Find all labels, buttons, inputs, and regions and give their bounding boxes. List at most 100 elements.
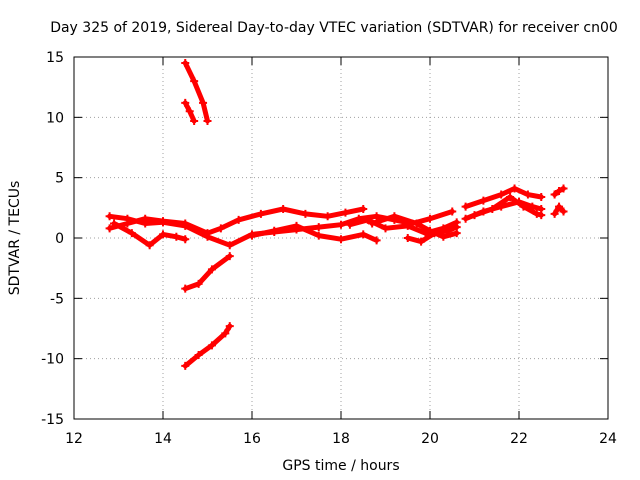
x-tick-label: 24	[599, 431, 617, 447]
data-point	[559, 184, 568, 193]
data-point	[497, 190, 506, 199]
x-tick-label: 18	[332, 431, 350, 447]
data-point	[452, 223, 461, 232]
series-track-g	[403, 223, 461, 246]
data-point	[430, 229, 439, 238]
data-point	[555, 202, 564, 211]
data-point	[203, 229, 212, 238]
y-axis-label: SDTVAR / TECUs	[7, 181, 23, 296]
data-point	[555, 186, 564, 195]
data-point	[523, 190, 532, 199]
data-point	[159, 217, 167, 226]
series-track-c	[110, 219, 190, 250]
data-point	[359, 205, 368, 214]
data-point	[248, 231, 256, 240]
data-point	[203, 116, 212, 125]
data-point	[363, 215, 372, 224]
data-point	[532, 209, 541, 218]
data-point	[341, 208, 350, 217]
y-tick-labels: -15 -10 -5 0 5 10 15	[41, 50, 64, 428]
data-point	[417, 237, 426, 246]
data-point	[181, 59, 190, 68]
data-point	[225, 322, 234, 331]
data-point	[145, 241, 154, 250]
y-tick-label: 10	[46, 110, 64, 126]
data-point	[190, 116, 199, 125]
y-tick-label: 5	[55, 171, 64, 187]
x-tick-label: 12	[65, 431, 83, 447]
x-tick-label: 20	[421, 431, 439, 447]
y-tick-label: 0	[55, 231, 64, 247]
series-line	[107, 206, 366, 236]
data-point	[426, 214, 434, 223]
x-tick-label: 16	[243, 431, 261, 447]
x-axis-label: GPS time / hours	[282, 458, 399, 474]
data-point	[225, 241, 234, 250]
data-point	[479, 196, 488, 205]
y-tick-label: -15	[41, 412, 64, 428]
chart-title: Day 325 of 2019, Sidereal Day-to-day VTE…	[50, 20, 618, 36]
series-line	[182, 253, 233, 292]
data-point	[461, 214, 470, 223]
data-point	[185, 107, 194, 116]
data-point	[181, 219, 190, 228]
data-point	[194, 279, 203, 288]
data-point	[510, 184, 519, 193]
data-point	[127, 229, 136, 238]
data-point	[292, 221, 301, 230]
series-track-k	[550, 184, 568, 199]
series-line	[182, 60, 210, 124]
x-tick-label: 14	[154, 431, 172, 447]
data-point	[194, 351, 203, 360]
data-point	[537, 211, 546, 220]
y-tick-label: -5	[50, 291, 64, 307]
data-point	[550, 190, 559, 199]
data-point	[314, 231, 323, 240]
data-point	[559, 207, 568, 216]
data-point	[381, 224, 390, 233]
data-point	[105, 212, 114, 221]
data-point	[207, 341, 216, 350]
data-point	[488, 205, 497, 214]
data-point	[314, 223, 323, 232]
series-track-j	[470, 192, 546, 220]
data-point	[172, 232, 181, 241]
series-track-o	[181, 252, 234, 293]
data-point	[448, 207, 457, 216]
data-point	[372, 212, 381, 221]
data-point	[337, 220, 345, 229]
y-tick-label: -10	[41, 352, 64, 368]
data-point	[345, 220, 354, 229]
series-track-f	[368, 212, 461, 241]
data-point	[181, 284, 190, 293]
data-point	[537, 192, 546, 201]
data-point	[190, 77, 199, 86]
data-point	[123, 219, 132, 228]
data-point	[105, 224, 114, 233]
data-point	[279, 205, 288, 214]
x-tick-label: 22	[510, 431, 528, 447]
data-point	[359, 230, 368, 239]
series-track-h	[461, 184, 546, 211]
data-point	[181, 98, 190, 107]
data-point	[519, 202, 528, 211]
data-point	[412, 219, 421, 228]
data-point	[159, 230, 167, 239]
data-point	[216, 224, 225, 233]
series-track-d	[248, 221, 381, 245]
data-point	[225, 252, 234, 261]
data-point	[461, 202, 470, 211]
data-point	[181, 235, 190, 244]
data-point	[323, 212, 332, 221]
data-point	[390, 212, 399, 221]
data-point	[403, 221, 412, 230]
series-track-l	[550, 202, 568, 218]
data-point	[110, 219, 119, 228]
series-track-m	[181, 59, 212, 125]
data-point	[337, 235, 345, 244]
data-point	[256, 209, 265, 218]
y-tick-label: 15	[46, 50, 64, 66]
data-point	[372, 236, 381, 245]
data-point	[181, 361, 190, 370]
